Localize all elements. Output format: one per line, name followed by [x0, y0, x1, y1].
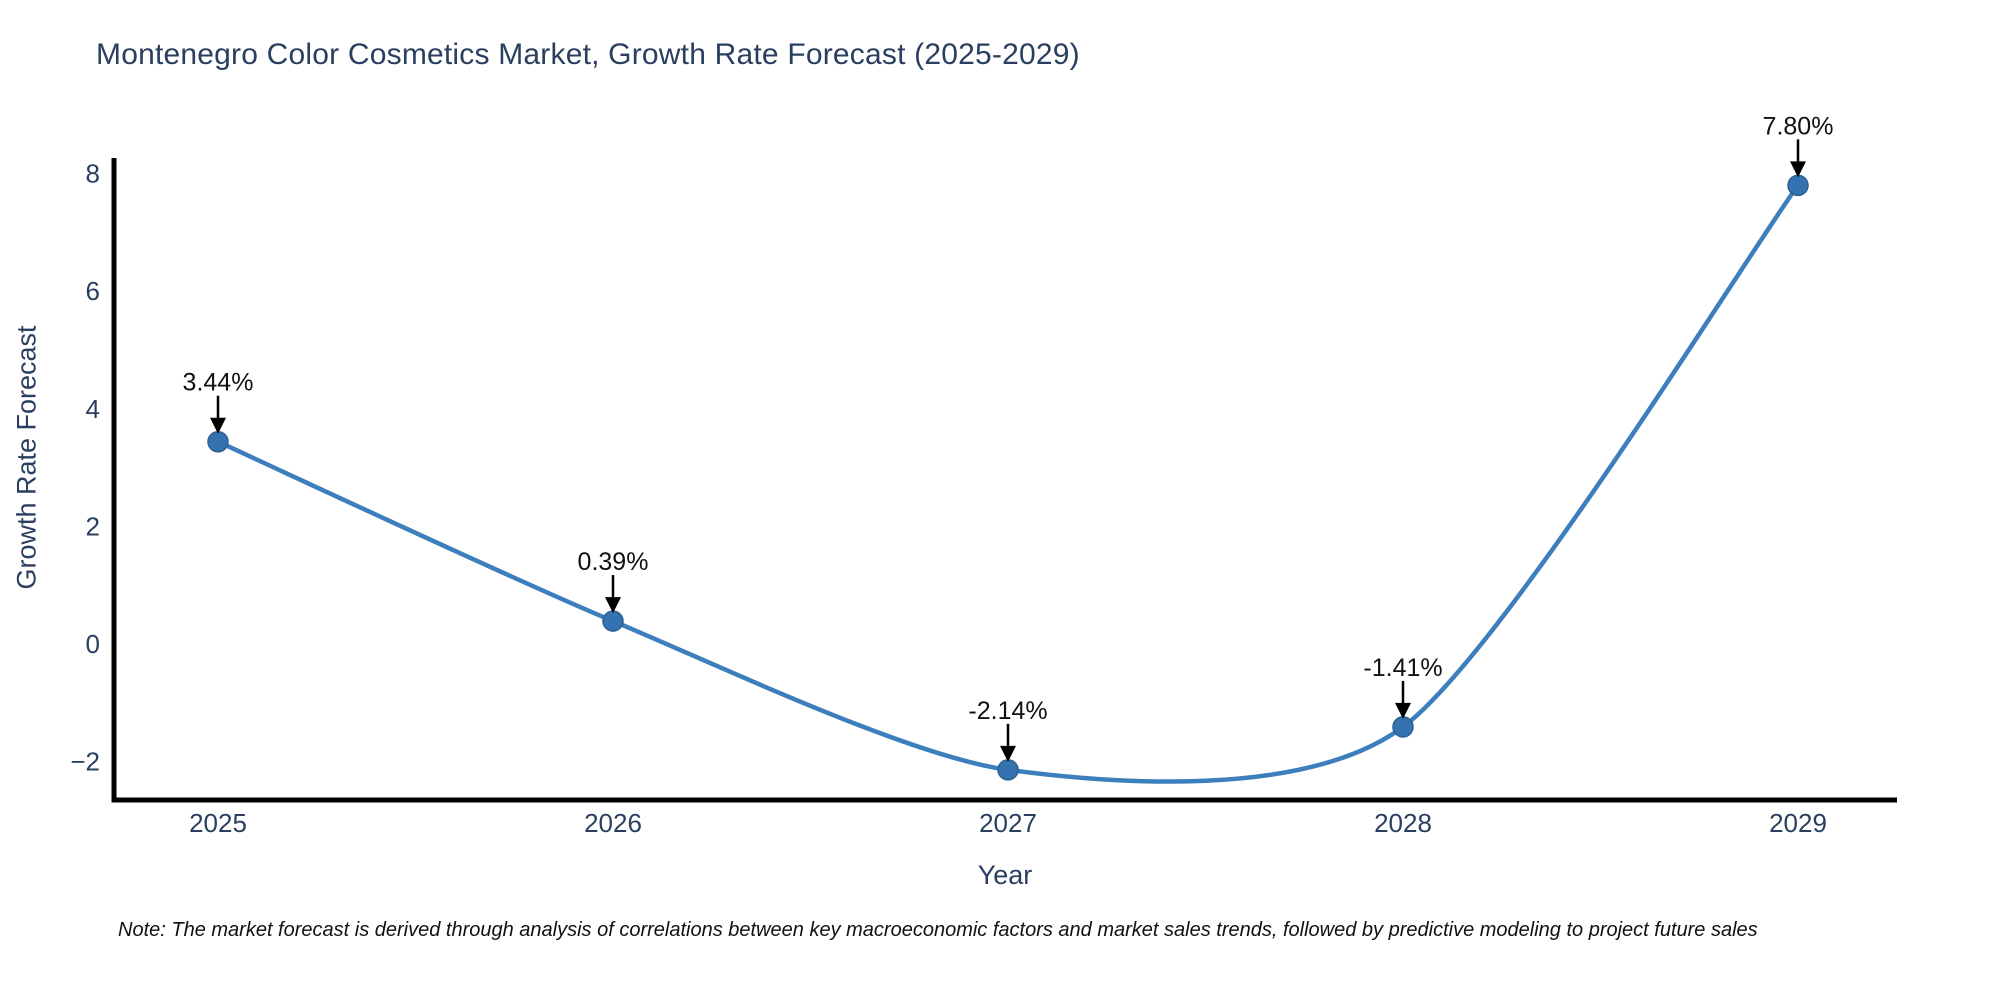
x-tick-label: 2025 — [189, 808, 247, 838]
point-annotation-label: 3.44% — [183, 369, 254, 397]
data-point-marker — [997, 759, 1019, 781]
x-tick-label: 2027 — [979, 808, 1037, 838]
point-annotation-label: 0.39% — [578, 548, 649, 576]
point-annotation-label: 7.80% — [1763, 112, 1834, 140]
data-point-marker — [1392, 716, 1414, 738]
point-annotation-label: -2.14% — [968, 697, 1047, 725]
x-axis-title: Year — [977, 860, 1033, 890]
y-tick-label: 0 — [86, 629, 100, 659]
annotation-arrow-head — [210, 417, 226, 434]
data-point-marker — [602, 610, 624, 632]
point-annotation-label: -1.41% — [1363, 654, 1442, 682]
y-tick-label: 4 — [86, 394, 100, 424]
y-tick-label: 2 — [86, 511, 100, 541]
annotation-arrow-head — [1790, 161, 1806, 178]
y-axis-title: Growth Rate Forecast — [11, 325, 42, 590]
y-tick-label: 8 — [86, 159, 100, 189]
annotation-arrow-head — [1395, 702, 1411, 719]
x-tick-label: 2028 — [1374, 808, 1432, 838]
annotation-arrow-head — [1000, 745, 1016, 762]
annotation-arrow-head — [605, 597, 621, 614]
forecast-spline-line — [215, 183, 1801, 784]
x-tick-label: 2026 — [584, 808, 642, 838]
data-point-marker — [207, 430, 229, 453]
y-tick-label: 6 — [86, 276, 100, 306]
data-point-marker — [1787, 174, 1809, 197]
x-tick-label: 2029 — [1769, 808, 1827, 838]
chart-title: Montenegro Color Cosmetics Market, Growt… — [96, 38, 1080, 71]
footnote: Note: The market forecast is derived thr… — [118, 919, 1758, 941]
y-tick-label: −2 — [70, 747, 100, 777]
